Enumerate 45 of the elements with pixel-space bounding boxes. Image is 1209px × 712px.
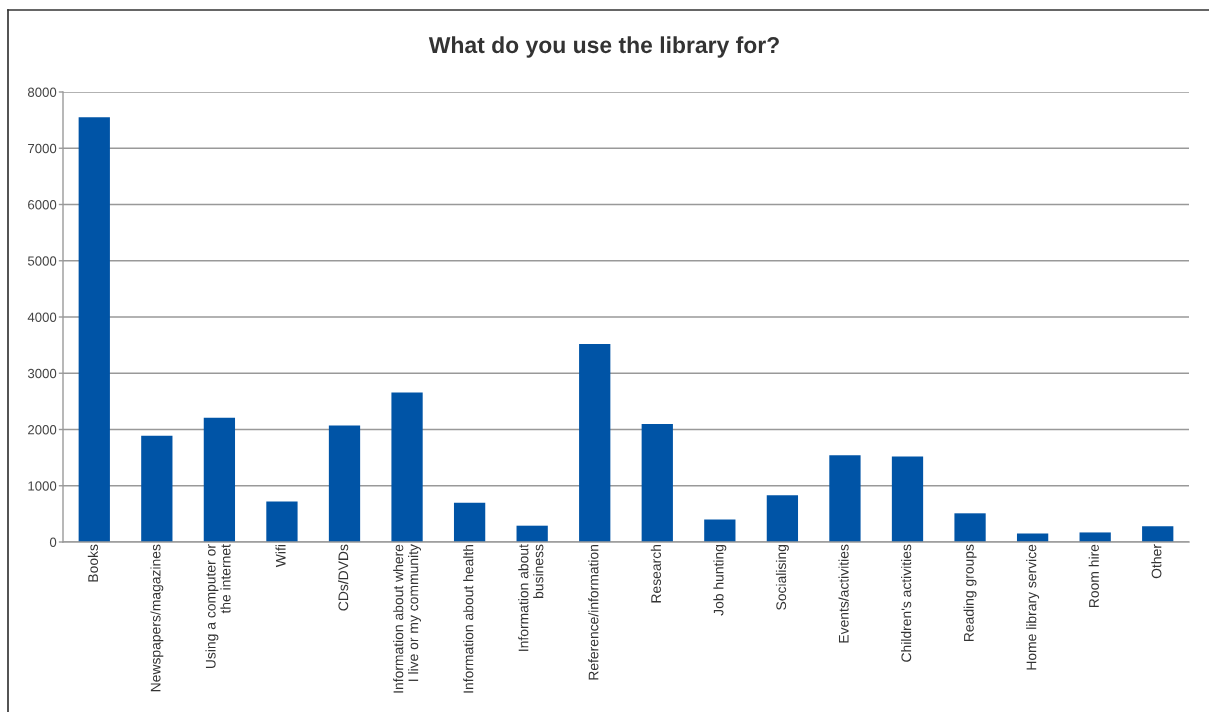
y-tick-label: 8000 [27,87,57,97]
bar [391,392,423,542]
y-tick-label: 2000 [28,425,57,435]
bar [266,501,298,542]
x-tick-label: Information about health [463,544,474,693]
x-tick-label: Research [650,544,662,603]
y-tick-label: 6000 [28,200,57,210]
x-tick-label: Wifi [275,545,286,568]
x-tick-label: Information about business [518,544,544,651]
bar [891,456,924,542]
bar [1142,526,1174,542]
bar [1079,532,1111,542]
bar [829,455,861,542]
chart-title: What do you use the library for? [428,36,779,58]
x-tick-label: Children's activities [901,544,912,662]
y-tick-label: 3000 [27,368,57,379]
x-tick-label: Events/activities [838,544,849,643]
bar [328,425,361,542]
bar [516,525,548,542]
bar [704,519,736,542]
x-tick-label: Socialising [775,544,789,610]
y-tick-label: 0 [49,537,57,547]
x-tick-label: Reading groups [963,544,977,641]
bar [579,344,611,542]
x-tick-label: Books [87,544,99,582]
bar [453,502,486,542]
bar [78,117,110,542]
x-tick-label: Job hunting [713,544,727,616]
bar [954,513,986,542]
x-tick-label: Newspapers/magazines [150,544,164,692]
x-tick-label: Other [1151,544,1162,579]
y-tick-label: 4000 [27,312,57,322]
bar [203,417,236,542]
x-tick-label: Using a computer or the internet [205,544,231,669]
y-tick-label: 7000 [28,143,57,154]
bar [641,423,673,542]
bar [141,435,173,542]
x-tick-label: Information about where I live or my community [393,544,422,693]
bar [766,495,799,542]
x-tick-label: Home library service [1026,544,1040,670]
x-tick-label: CDs/DVDs [338,544,349,611]
y-tick-label: 1000 [28,481,57,491]
x-tick-label: Reference/information [588,544,599,680]
x-tick-label: Room hire [1088,544,1099,608]
y-tick-label: 5000 [27,256,57,266]
